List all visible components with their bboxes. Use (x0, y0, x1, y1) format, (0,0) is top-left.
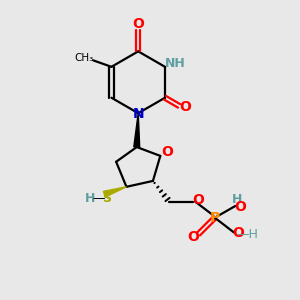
Text: O: O (187, 230, 199, 244)
Text: H: H (85, 192, 95, 205)
Polygon shape (103, 187, 126, 197)
Text: O: O (192, 193, 204, 207)
Polygon shape (134, 113, 140, 147)
Text: O: O (232, 226, 244, 240)
Text: —H: —H (236, 228, 258, 241)
Text: O: O (234, 200, 246, 214)
Text: S: S (102, 192, 111, 205)
Text: N: N (132, 107, 144, 121)
Text: —: — (92, 192, 105, 205)
Text: CH₃: CH₃ (75, 53, 94, 63)
Text: H: H (232, 193, 242, 206)
Text: O: O (132, 17, 144, 31)
Text: P: P (210, 211, 220, 225)
Text: O: O (179, 100, 191, 114)
Text: O: O (161, 146, 173, 159)
Text: NH: NH (165, 57, 186, 70)
